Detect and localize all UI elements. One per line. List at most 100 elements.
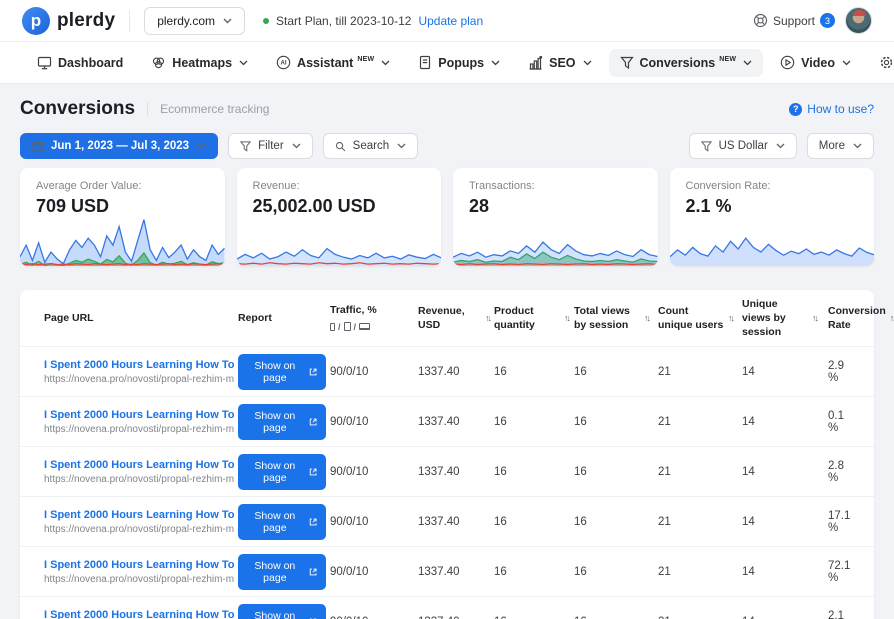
product-quantity-cell: 16: [494, 416, 570, 428]
mobile-icon: [330, 323, 335, 331]
nav-item-video[interactable]: Video: [769, 48, 862, 77]
page-title-link[interactable]: I Spent 2000 Hours Learning How To Learn…: [44, 509, 234, 521]
nav-label: Conversions: [640, 56, 716, 70]
sort-icon[interactable]: ↑↓: [812, 312, 817, 324]
currency-label: US Dollar: [719, 140, 768, 152]
external-link-icon: [309, 417, 317, 427]
status-dot-icon: [263, 18, 269, 24]
chevron-down-icon: [292, 143, 301, 149]
sort-icon[interactable]: ↑↓: [644, 312, 649, 324]
revenue-cell: 1337.40: [418, 616, 490, 619]
filter-button[interactable]: Filter: [228, 133, 313, 159]
traffic-cell: 90/0/10: [330, 516, 414, 528]
sparkline-chart: [453, 240, 658, 266]
monitor-icon: [37, 56, 52, 70]
stat-label: Average Order Value:: [36, 180, 209, 192]
col-count-unique-users: Count unique users↑↓: [658, 304, 738, 332]
unique-views-cell: 14: [742, 566, 824, 578]
stat-value: 2.1 %: [686, 196, 859, 217]
revenue-cell: 1337.40: [418, 466, 490, 478]
stat-card-transactions: Transactions: 28: [453, 168, 658, 266]
support-badge: 3: [820, 13, 835, 28]
show-on-page-label: Show on page: [247, 610, 303, 619]
page-title-link[interactable]: I Spent 2000 Hours Learning How To Learn…: [44, 609, 234, 619]
page-title-link[interactable]: I Spent 2000 Hours Learning How To Learn…: [44, 559, 234, 571]
search-label: Search: [353, 140, 389, 152]
currency-button[interactable]: US Dollar: [689, 133, 797, 159]
chevron-down-icon: [853, 143, 862, 149]
nav-item-settings[interactable]: Settings: [868, 48, 894, 77]
page-title-link[interactable]: I Spent 2000 Hours Learning How To Learn…: [44, 459, 234, 471]
page-url-text: https://novena.pro/novosti/propal-rezhim…: [44, 524, 234, 535]
sparkline-chart: [20, 218, 225, 266]
nav-item-seo[interactable]: SEO: [517, 49, 602, 77]
show-on-page-button[interactable]: Show on page: [238, 504, 326, 540]
chevron-down-icon: [397, 143, 406, 149]
col-report: Report: [238, 311, 326, 325]
sort-icon[interactable]: ↑↓: [728, 312, 733, 324]
nav-item-assistant[interactable]: AI Assistant NEW: [265, 48, 401, 77]
date-range-button[interactable]: Jun 1, 2023 — Jul 3, 2023: [20, 133, 218, 159]
support-button[interactable]: Support 3: [753, 13, 835, 28]
show-on-page-button[interactable]: Show on page: [238, 454, 326, 490]
date-range-label: Jun 1, 2023 — Jul 3, 2023: [51, 140, 189, 152]
unique-views-cell: 14: [742, 366, 824, 378]
domain-selector[interactable]: plerdy.com: [144, 7, 245, 35]
show-on-page-button[interactable]: Show on page: [238, 604, 326, 619]
show-on-page-button[interactable]: Show on page: [238, 404, 326, 440]
popups-icon: [418, 55, 432, 70]
svg-text:AI: AI: [281, 61, 287, 67]
unique-views-cell: 14: [742, 516, 824, 528]
sort-icon[interactable]: ↑↓: [564, 312, 569, 324]
table-row: I Spent 2000 Hours Learning How To Learn…: [20, 496, 874, 546]
search-icon: [335, 141, 346, 152]
product-quantity-cell: 16: [494, 616, 570, 619]
chevron-down-icon: [842, 60, 851, 66]
nav-item-heatmaps[interactable]: Heatmaps: [140, 49, 259, 77]
more-label: More: [819, 140, 845, 152]
nav-item-dashboard[interactable]: Dashboard: [26, 49, 134, 77]
traffic-cell: 90/0/10: [330, 466, 414, 478]
funnel-icon: [620, 56, 634, 70]
gear-icon: [879, 55, 894, 70]
nav-label: Video: [801, 56, 835, 70]
sort-icon[interactable]: ↑↓: [890, 312, 894, 324]
divider: [129, 10, 130, 32]
filter-label: Filter: [258, 140, 284, 152]
report-cell: Show on page: [238, 504, 326, 540]
table-body: I Spent 2000 Hours Learning How To Learn…: [20, 346, 874, 619]
stat-value: 25,002.00 USD: [253, 196, 426, 217]
life-buoy-icon: [753, 13, 768, 28]
conversions-table: Page URL Report Traffic, % / / Revenue, …: [20, 290, 874, 619]
total-views-cell: 16: [574, 366, 654, 378]
stat-card-conversion-rate: Conversion Rate: 2.1 %: [670, 168, 875, 266]
avatar[interactable]: [845, 7, 872, 34]
nav-item-conversions[interactable]: Conversions NEW: [609, 49, 764, 77]
page-url-cell: I Spent 2000 Hours Learning How To Learn…: [44, 359, 234, 385]
col-page-url: Page URL: [44, 311, 234, 325]
nav-item-popups[interactable]: Popups: [407, 48, 511, 77]
page-title-link[interactable]: I Spent 2000 Hours Learning How To Learn…: [44, 409, 234, 421]
seo-chart-icon: [528, 56, 543, 70]
more-button[interactable]: More: [807, 133, 874, 159]
search-button[interactable]: Search: [323, 133, 418, 159]
traffic-cell: 90/0/10: [330, 416, 414, 428]
plan-status-text: Start Plan, till 2023-10-12: [276, 14, 411, 28]
unique-views-cell: 14: [742, 416, 824, 428]
sort-icon[interactable]: ↑↓: [485, 312, 490, 324]
show-on-page-button[interactable]: Show on page: [238, 554, 326, 590]
show-on-page-button[interactable]: Show on page: [238, 354, 326, 390]
conversion-rate-cell: 2.9 %: [828, 360, 850, 384]
stat-label: Conversion Rate:: [686, 180, 859, 192]
stat-card-revenue: Revenue: 25,002.00 USD: [237, 168, 442, 266]
ai-assistant-icon: AI: [276, 55, 291, 70]
page-url-cell: I Spent 2000 Hours Learning How To Learn…: [44, 509, 234, 535]
col-revenue: Revenue, USD↑↓: [418, 304, 490, 332]
update-plan-link[interactable]: Update plan: [418, 14, 483, 28]
how-to-use-link[interactable]: ? How to use?: [789, 102, 874, 116]
page-title-link[interactable]: I Spent 2000 Hours Learning How To Learn…: [44, 359, 234, 371]
col-conversion-rate: Conversion Rate↑↓: [828, 304, 894, 332]
external-link-icon: [309, 467, 317, 477]
unique-users-cell: 21: [658, 516, 738, 528]
support-label: Support: [773, 14, 815, 28]
